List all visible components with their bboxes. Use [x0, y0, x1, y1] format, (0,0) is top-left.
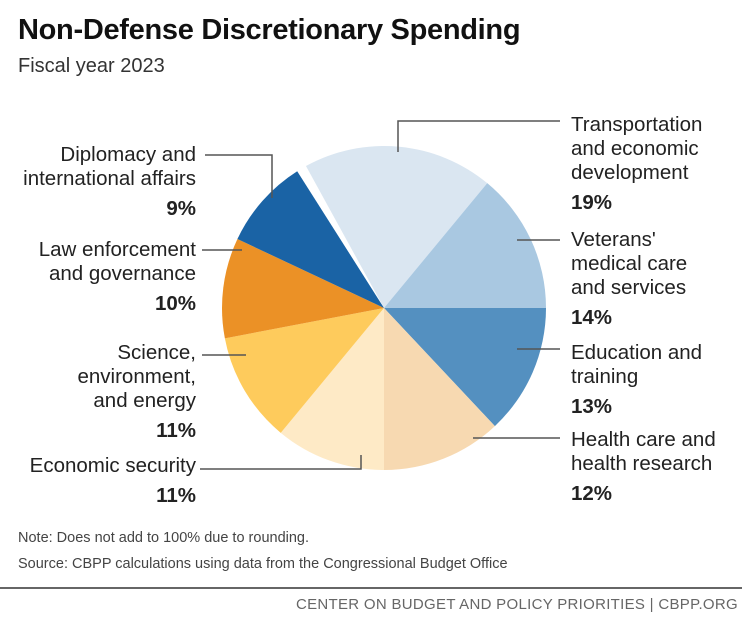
slice-value-label: 9%: [166, 197, 196, 220]
slice-value-label: 11%: [156, 484, 196, 507]
pie-slice-1: [384, 183, 546, 308]
slice-label-text: Diplomacy and: [60, 143, 196, 166]
slice-label-text: training: [571, 365, 639, 388]
slice-label-text: environment,: [77, 365, 196, 388]
chart-note: Note: Does not add to 100% due to roundi…: [18, 530, 310, 546]
slice-label-5: Science, environment, and energy 11%: [77, 341, 196, 443]
slice-label-text: and energy: [93, 389, 196, 412]
slice-label-text: Economic security: [29, 454, 196, 477]
slice-label-text: medical care: [571, 252, 688, 275]
slice-label-1: Veterans' medical care and services 14%: [571, 228, 687, 330]
pie-slice-5: [224, 308, 384, 433]
slice-label-3: Health care and health research 12%: [571, 428, 716, 506]
slice-label-text: Health care and: [571, 428, 716, 451]
slice-label-text: Science,: [117, 341, 196, 364]
pie-slice-3: [384, 308, 495, 470]
slice-label-4: Economic security 11%: [30, 454, 196, 508]
pie-slice-2: [384, 308, 546, 427]
slice-label-7: Diplomacy and international affairs 9%: [23, 143, 196, 221]
chart-subtitle: Fiscal year 2023: [18, 55, 165, 77]
slice-label-text: Law enforcement: [38, 238, 196, 261]
slice-label-text: Education and: [571, 341, 703, 364]
leader-line-7: [205, 154, 273, 198]
slice-label-text: development: [571, 161, 689, 184]
slice-value-label: 12%: [571, 482, 613, 505]
divider: [0, 587, 742, 589]
footer: CENTER ON BUDGET AND POLICY PRIORITIES |…: [295, 596, 738, 613]
slice-label-text: and services: [571, 276, 687, 299]
leader-line-4: [200, 455, 362, 470]
pie-slice-6: [222, 239, 384, 339]
slice-label-text: and economic: [571, 137, 699, 160]
chart-title: Non-Defense Discretionary Spending: [18, 14, 521, 46]
slice-value-label: 14%: [571, 306, 613, 329]
pie-slice-0: [305, 146, 488, 308]
slice-value-label: 10%: [154, 292, 196, 315]
leader-line-0: [397, 120, 560, 152]
pie-slice-7: [237, 171, 384, 308]
pie-slice-4: [280, 308, 384, 470]
slice-value-label: 19%: [571, 191, 613, 214]
slice-label-0: Transportation and economic development 19%: [571, 113, 702, 215]
slice-label-2: Education and training 13%: [571, 341, 702, 419]
slice-label-text: health research: [571, 452, 713, 475]
slice-value-label: 13%: [571, 395, 613, 418]
chart-source: Source: CBPP calculations using data fro…: [18, 556, 508, 572]
slice-label-text: Veterans': [571, 228, 656, 251]
slice-label-text: and governance: [48, 262, 196, 285]
slice-value-label: 11%: [156, 419, 196, 442]
slice-label-text: Transportation: [571, 113, 703, 136]
slice-label-text: international affairs: [23, 167, 196, 190]
slice-label-6: Law enforcement and governance 10%: [39, 238, 196, 316]
